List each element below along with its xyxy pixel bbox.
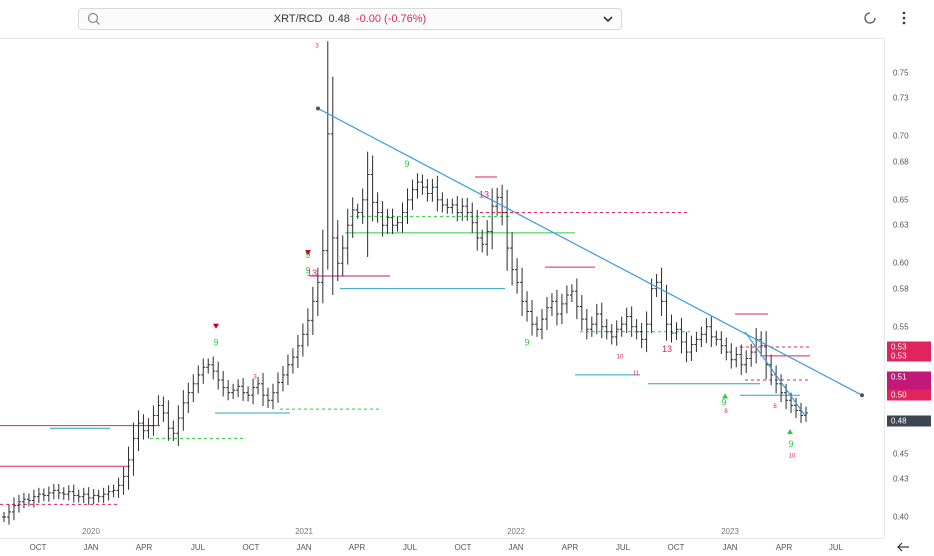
price-axis-tick: 0.58 [893, 284, 909, 294]
time-axis-tick: JUL [190, 543, 206, 552]
price-tag: 0.51 [887, 371, 931, 383]
time-axis-tick: OCT [242, 543, 260, 552]
td-count-label: 9 [213, 338, 218, 348]
price-axis-tick: 0.55 [893, 322, 909, 332]
trendline-short [744, 331, 806, 416]
td-count-label: 10 [789, 453, 796, 459]
loading-icon [864, 12, 876, 24]
time-axis-tick: APR [348, 543, 366, 552]
symbol-search-box[interactable]: XRT/RCD 0.48 -0.00 (-0.76%) [78, 8, 622, 30]
td-count-label: 3 [253, 375, 257, 381]
td-count-label: 9 [404, 159, 409, 169]
td-count-label: 13 [662, 344, 672, 354]
price-tag: 0.50 [887, 389, 931, 401]
time-axis-tick: APR [775, 543, 793, 552]
time-axis-tick: OCT [667, 543, 685, 552]
arrow-left-icon[interactable] [895, 540, 911, 554]
time-axis-tick: JUL [828, 543, 844, 552]
price-axis-tick: 0.75 [893, 68, 909, 78]
trendline-anchor [860, 393, 864, 398]
time-axis-tick: JUL [402, 543, 418, 552]
symbol-name: XRT/RCD [273, 13, 323, 25]
top-bar: XRT/RCD 0.48 -0.00 (-0.76%) [0, 0, 934, 39]
td-count-label: 9 [524, 338, 529, 348]
price-axis-tick: 0.60 [893, 258, 909, 268]
sell-triangle-marker [213, 323, 219, 329]
price-axis-tick: 0.40 [893, 512, 909, 522]
time-axis-tick: APR [135, 543, 153, 552]
price-axis-tick: 0.68 [893, 157, 909, 167]
time-axis-tick: OCT [29, 543, 47, 552]
td-count-label: 8 [724, 409, 728, 415]
time-axis-tick: OCT [454, 543, 472, 552]
price-change-pct: (-0.76%) [384, 13, 427, 25]
price-axis-tick: 0.70 [893, 131, 909, 141]
chevron-down-icon[interactable] [601, 12, 615, 26]
sell-triangle-marker [305, 250, 311, 256]
trendline-anchor [316, 106, 320, 111]
time-axis[interactable]: OCT JAN APR JUL OCT JAN APR JUL OCT JAN APR JUL OCT J… [0, 538, 884, 556]
td-count-label: 3 [315, 44, 319, 50]
td-count-label: 11 [633, 371, 640, 377]
time-axis-tick: APR [561, 543, 579, 552]
td-count-label: 13 [307, 268, 317, 278]
price-tag [887, 379, 931, 391]
year-label: 2023 [721, 527, 739, 536]
trendline-main [317, 107, 863, 396]
price-axis[interactable]: 0.75 0.73 0.70 0.68 0.65 0.63 0.60 0.58 0.55 0.45… [884, 38, 934, 538]
price-change: -0.00 [355, 13, 381, 25]
time-axis-tick: JAN [722, 543, 738, 552]
td-count-label: 8 [773, 404, 777, 410]
td-count-label: 9 [305, 265, 310, 275]
year-label: 2021 [295, 527, 313, 536]
price-axis-tick: 0.63 [893, 220, 909, 230]
year-label: 2022 [507, 527, 525, 536]
more-vertical-icon[interactable] [896, 10, 912, 26]
td-count-label: 13 [479, 189, 489, 199]
price-tag: 0.53 [887, 350, 931, 362]
td-count-label: 9 [788, 439, 793, 449]
time-axis-tick: JAN [83, 543, 99, 552]
time-axis-tick: JUL [615, 543, 631, 552]
search-icon[interactable] [87, 12, 101, 26]
td-count-label: 9 [305, 250, 310, 260]
time-axis-tick: JAN [508, 543, 524, 552]
td-count-label: 10 [617, 354, 624, 360]
price-tag: 0.53 [887, 341, 931, 353]
last-price: 0.48 [328, 13, 350, 25]
price-tag: 0.48 [887, 415, 931, 427]
price-axis-tick: 0.43 [893, 474, 909, 484]
year-label: 2020 [82, 527, 100, 536]
price-axis-tick: 0.73 [893, 93, 909, 103]
price-axis-tick: 0.45 [893, 449, 909, 459]
td-count-label: 9 [721, 397, 726, 407]
price-axis-tick: 0.65 [893, 195, 909, 205]
buy-triangle-marker [722, 393, 728, 399]
time-axis-tick: JAN [296, 543, 312, 552]
buy-triangle-marker [787, 429, 793, 435]
